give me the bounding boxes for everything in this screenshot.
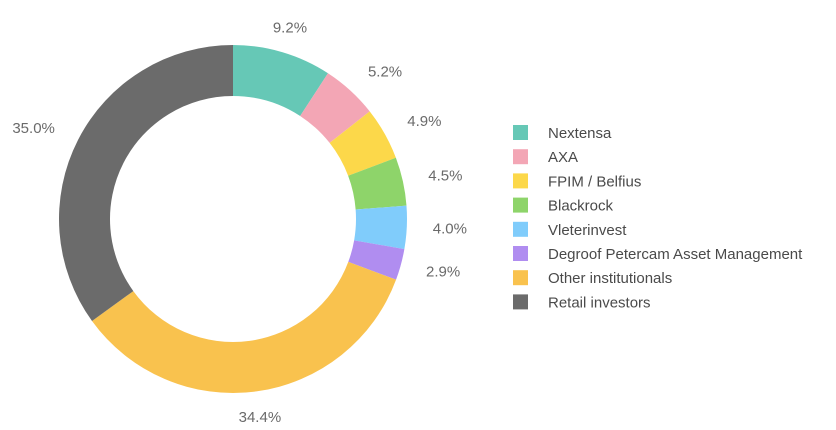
legend-swatch xyxy=(513,246,528,261)
legend-swatch xyxy=(513,221,528,237)
legend-swatch xyxy=(513,270,528,286)
slice-vleterinvest xyxy=(354,205,407,250)
legend-item-axa: AXA xyxy=(513,149,578,166)
value-label-degroof-petercam-asset-management: 2.9% xyxy=(426,263,460,280)
legend-label: Vleterinvest xyxy=(548,222,627,239)
chart-value-labels: 9.2% 5.2% 4.9% 4.5% 4.0% 2.9% 34.4% 35.0% xyxy=(12,19,467,426)
legend-swatch xyxy=(513,197,528,213)
value-label-fpim-belfius: 4.9% xyxy=(407,113,441,130)
slice-axa xyxy=(300,73,370,143)
value-label-nextensa: 9.2% xyxy=(273,19,307,36)
legend-item-fpim-belfius: FPIM / Belfius xyxy=(513,173,641,190)
value-label-other-institutionals: 34.4% xyxy=(239,409,282,426)
legend-swatch xyxy=(513,125,528,140)
legend-label: FPIM / Belfius xyxy=(548,173,641,190)
legend-item-blackrock: Blackrock xyxy=(513,197,614,215)
legend-swatch xyxy=(513,149,528,165)
slice-nextensa xyxy=(233,45,328,116)
value-label-axa: 5.2% xyxy=(368,63,402,80)
legend-item-retail-investors: Retail investors xyxy=(513,294,651,311)
value-label-retail-investors: 35.0% xyxy=(12,120,55,137)
value-label-vleterinvest: 4.0% xyxy=(433,221,467,238)
slice-fpim-belfius xyxy=(329,111,396,176)
slice-blackrock xyxy=(348,157,407,210)
legend-swatch xyxy=(513,294,528,310)
legend-label: AXA xyxy=(548,149,578,166)
chart-slices xyxy=(59,45,407,393)
legend-label: Nextensa xyxy=(548,125,612,142)
legend-label: Degroof Petercam Asset Management xyxy=(548,246,803,263)
legend-item-nextensa: Nextensa xyxy=(513,125,612,142)
legend-label: Blackrock xyxy=(548,198,614,215)
slice-degroof-petercam-asset-management xyxy=(348,240,405,280)
value-label-blackrock: 4.5% xyxy=(428,168,462,185)
legend-label: Retail investors xyxy=(548,294,651,311)
slice-retail-investors xyxy=(59,45,233,321)
legend-item-vleterinvest: Vleterinvest xyxy=(513,221,627,239)
chart-legend: Nextensa AXA FPIM / Belfius Blackrock Vleter… xyxy=(513,125,803,311)
legend-swatch xyxy=(513,173,528,189)
legend-item-degroof-petercam-asset-management: Degroof Petercam Asset Management xyxy=(513,246,803,263)
slice-other-institutionals xyxy=(92,261,397,393)
legend-label: Other institutionals xyxy=(548,270,672,287)
legend-item-other-institutionals: Other institutionals xyxy=(513,270,672,287)
